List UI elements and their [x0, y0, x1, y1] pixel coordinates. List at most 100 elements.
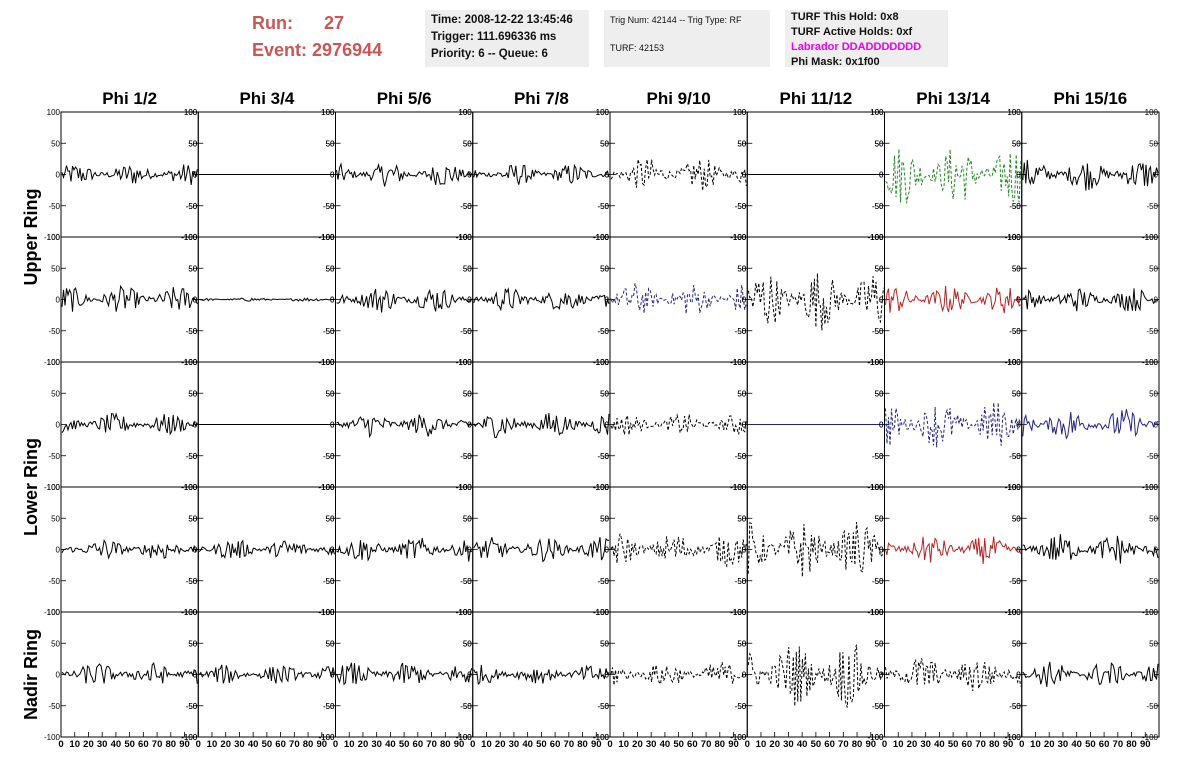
y-tick-label: 50	[1012, 514, 1021, 523]
y-tick-label: 50	[1012, 639, 1021, 648]
y-tick-label: -50	[186, 202, 198, 211]
y-tick-label: 100	[1007, 233, 1021, 242]
waveform-line	[61, 164, 198, 185]
y-tick-label: -50	[1009, 452, 1021, 461]
panel-frame	[1021, 486, 1160, 613]
y-tick-label: 50	[875, 514, 884, 523]
y-tick-label: 100	[870, 108, 884, 117]
y-tick-label: 100	[870, 358, 884, 367]
y-tick-label: 100	[596, 108, 610, 117]
y-tick-label: 100	[458, 233, 472, 242]
panel-frame	[335, 611, 474, 738]
x-tick-label: 30	[1058, 739, 1069, 750]
y-tick-label: 50	[600, 639, 609, 648]
y-tick-label: -100	[318, 733, 335, 742]
x-tick-label: 10	[618, 739, 629, 750]
y-tick-label: -50	[735, 452, 747, 461]
x-tick-label: 10	[893, 739, 904, 750]
y-tick-label: 100	[1145, 358, 1159, 367]
y-tick-label: 0	[879, 671, 884, 680]
y-tick-label: 100	[184, 483, 198, 492]
x-tick-label: 10	[69, 739, 80, 750]
ring-label: Lower Ring	[21, 438, 41, 536]
x-tick-label: 90	[591, 739, 602, 750]
y-tick-label: 50	[600, 389, 609, 398]
y-tick-label: 100	[458, 358, 472, 367]
y-tick-label: 100	[733, 483, 747, 492]
waveform-line	[198, 664, 335, 684]
y-tick-label: 0	[193, 171, 198, 180]
column-title: Phi 1/2	[102, 89, 157, 108]
y-tick-label: 100	[184, 358, 198, 367]
y-tick-label: 50	[1012, 639, 1021, 648]
y-tick-label: 50	[326, 514, 335, 523]
y-tick-label: 100	[1007, 483, 1021, 492]
y-tick-label: -50	[186, 577, 198, 586]
y-tick-label: 100	[47, 358, 61, 367]
y-tick-label: 50	[188, 514, 197, 523]
y-tick-label: 100	[458, 483, 472, 492]
x-tick-label: 30	[646, 739, 657, 750]
y-tick-label: 100	[596, 608, 610, 617]
x-tick-label: 90	[454, 739, 465, 750]
panel-frame	[335, 111, 474, 238]
y-tick-label: 100	[184, 233, 198, 242]
y-tick-label: 0	[330, 421, 335, 430]
y-tick-label: -50	[872, 702, 884, 711]
y-tick-label: 100	[321, 358, 335, 367]
y-tick-label: 0	[1016, 171, 1021, 180]
y-tick-label: 50	[1149, 264, 1158, 273]
y-tick-label: 50	[875, 639, 884, 648]
y-tick-label: 100	[596, 608, 610, 617]
waveform-line	[885, 285, 1022, 314]
x-tick-label: 90	[316, 739, 327, 750]
y-tick-label: 50	[737, 639, 746, 648]
column-title: Phi 11/12	[779, 89, 852, 108]
y-tick-label: -100	[1005, 733, 1022, 742]
y-tick-label: -100	[867, 733, 884, 742]
x-tick-label: 90	[1140, 739, 1151, 750]
trig-num-text: Trig Num: 42144 -- Trig Type: RF	[610, 15, 742, 25]
x-tick-label: 70	[564, 739, 575, 750]
y-tick-label: 100	[1007, 483, 1021, 492]
panel-frame	[335, 236, 474, 363]
y-tick-label: 50	[188, 139, 197, 148]
y-tick-label: 100	[184, 233, 198, 242]
x-tick-label: 20	[495, 739, 506, 750]
y-tick-label: 50	[326, 639, 335, 648]
waveform-line	[473, 412, 610, 438]
y-tick-label: -50	[735, 577, 747, 586]
y-tick-label: -100	[44, 233, 61, 242]
x-tick-label: 0	[333, 739, 338, 750]
y-tick-label: -50	[1009, 702, 1021, 711]
y-tick-label: 100	[321, 608, 335, 617]
x-tick-label: 30	[97, 739, 108, 750]
y-tick-label: 50	[188, 514, 197, 523]
y-tick-label: 100	[47, 483, 61, 492]
y-tick-label: -50	[735, 327, 747, 336]
y-tick-label: -50	[872, 327, 884, 336]
y-tick-label: 0	[879, 671, 884, 680]
y-tick-label: 100	[321, 483, 335, 492]
y-tick-label: 50	[600, 514, 609, 523]
waveform-line	[610, 413, 747, 435]
y-tick-label: 0	[330, 171, 335, 180]
x-tick-label: 70	[426, 739, 437, 750]
y-tick-label: 50	[875, 514, 884, 523]
y-tick-label: 100	[733, 358, 747, 367]
y-tick-label: 100	[184, 608, 198, 617]
y-tick-label: -50	[323, 452, 335, 461]
y-tick-label: 100	[47, 108, 61, 117]
waveform-line	[610, 662, 747, 686]
waveform-line	[1022, 409, 1159, 440]
y-tick-label: -50	[186, 327, 198, 336]
x-tick-label: 60	[687, 739, 698, 750]
y-tick-label: -50	[1009, 202, 1021, 211]
y-tick-label: -50	[323, 577, 335, 586]
y-tick-label: 50	[600, 139, 609, 148]
x-tick-label: 30	[509, 739, 520, 750]
y-tick-label: 0	[330, 296, 335, 305]
x-tick-label: 60	[824, 739, 835, 750]
y-tick-label: -100	[593, 733, 610, 742]
